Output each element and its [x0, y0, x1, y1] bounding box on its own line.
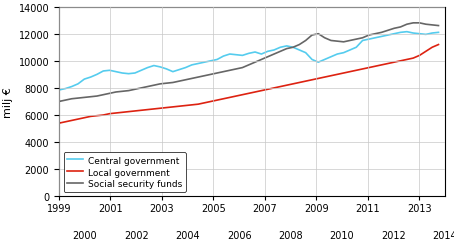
Local government — [189, 104, 195, 107]
Local government — [259, 90, 264, 93]
Social security funds — [385, 30, 390, 33]
Central government — [132, 72, 138, 75]
Central government — [189, 64, 195, 67]
Line: Local government: Local government — [59, 45, 439, 124]
Social security funds — [410, 22, 416, 25]
Social security funds — [189, 78, 195, 81]
Y-axis label: milj €: milj € — [3, 87, 13, 117]
Social security funds — [436, 25, 441, 28]
Local government — [385, 63, 390, 66]
Social security funds — [259, 59, 264, 62]
Local government — [56, 122, 62, 125]
Social security funds — [284, 48, 290, 51]
Line: Central government: Central government — [59, 33, 439, 90]
Local government — [132, 110, 138, 113]
Local government — [284, 84, 290, 87]
Local government — [436, 44, 441, 47]
Central government — [145, 67, 150, 70]
Legend: Central government, Local government, Social security funds: Central government, Local government, So… — [64, 152, 186, 192]
Central government — [56, 89, 62, 92]
Central government — [259, 53, 264, 56]
Central government — [404, 31, 410, 34]
Central government — [436, 32, 441, 35]
Social security funds — [132, 88, 138, 91]
Social security funds — [145, 86, 150, 89]
Line: Social security funds: Social security funds — [59, 24, 439, 102]
Local government — [145, 109, 150, 112]
Social security funds — [56, 101, 62, 104]
Central government — [284, 45, 290, 48]
Central government — [385, 34, 390, 37]
